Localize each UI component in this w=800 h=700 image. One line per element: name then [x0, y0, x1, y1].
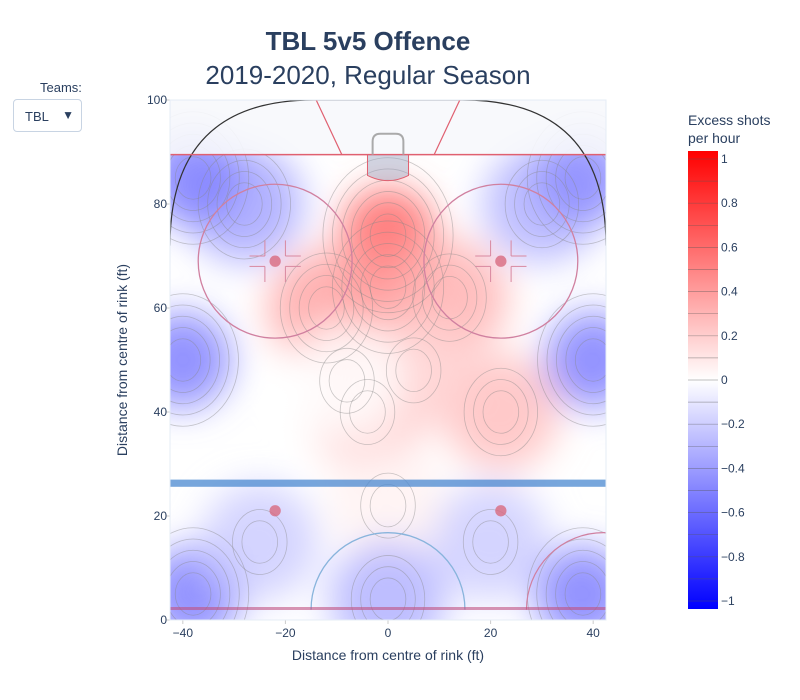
- neutral-faceoff-dot: [270, 505, 281, 516]
- x-tick-label: −40: [173, 626, 194, 640]
- goal-crease: [367, 155, 408, 181]
- x-tick-label: 0: [385, 626, 392, 640]
- heat-spot: [202, 484, 318, 600]
- blue-line: [170, 480, 606, 487]
- colorbar-tick-label: −0.2: [721, 417, 745, 431]
- colorbar-tick-label: −1: [721, 594, 735, 608]
- behind-net-area: [170, 100, 606, 155]
- colorbar-tick-label: −0.4: [721, 461, 745, 475]
- colorbar: 1 0.8 0.6 0.4 0.2 0 −0.2 −0.4 −0.6 −0.8 −1: [688, 151, 745, 609]
- colorbar-tick-label: 0.8: [721, 196, 738, 210]
- centre-red-line: [170, 607, 606, 610]
- y-tick-label: 60: [154, 301, 168, 315]
- y-tick-label: 80: [154, 197, 168, 211]
- colorbar-tick-label: 0.2: [721, 329, 738, 343]
- heat-spot: [545, 312, 641, 408]
- x-tick-label: −20: [275, 626, 296, 640]
- heat-spot: [535, 546, 631, 642]
- heat-spot: [135, 312, 231, 408]
- colorbar-tick-label: −0.6: [721, 506, 745, 520]
- faceoff-dot: [495, 256, 506, 267]
- y-tick-label: 0: [160, 613, 167, 627]
- x-tick-label: 40: [586, 626, 600, 640]
- plot-area: [127, 100, 680, 660]
- neutral-faceoff-dot: [495, 505, 506, 516]
- colorbar-tick-label: 1: [721, 152, 728, 166]
- colorbar-tick-label: 0.4: [721, 285, 738, 299]
- y-tick-label: 20: [154, 509, 168, 523]
- colorbar-tick-label: 0.6: [721, 240, 738, 254]
- colorbar-tick-label: 0: [721, 373, 728, 387]
- y-tick-label: 100: [147, 93, 167, 107]
- colorbar-tick-label: −0.8: [721, 550, 745, 564]
- x-axis-label: Distance from centre of rink (ft): [292, 647, 484, 663]
- faceoff-dot: [270, 256, 281, 267]
- x-tick-label: 20: [484, 626, 498, 640]
- y-axis-label: Distance from centre of rink (ft): [114, 264, 130, 456]
- y-tick-label: 40: [154, 405, 168, 419]
